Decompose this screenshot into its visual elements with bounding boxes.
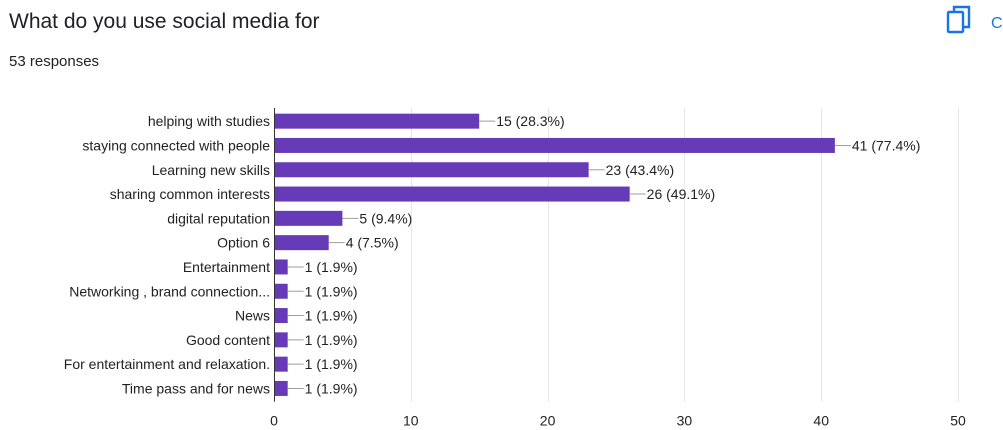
category-label: digital reputation: [167, 210, 270, 226]
data-label: 1 (1.9%): [305, 380, 358, 396]
response-count: 53 responses: [9, 53, 100, 70]
x-tick-label: 20: [540, 413, 556, 429]
category-label: Entertainment: [183, 259, 270, 275]
data-label: 41 (77.4%): [852, 137, 920, 153]
copy-chart-button[interactable]: C: [945, 4, 1003, 40]
category-label: Networking , brand connection...: [69, 283, 270, 299]
bar: [275, 332, 288, 348]
category-label: helping with studies: [148, 113, 270, 129]
data-label: 26 (49.1%): [647, 186, 715, 202]
bar: [275, 308, 288, 324]
category-label: For entertainment and relaxation.: [64, 356, 270, 372]
bar: [275, 283, 288, 299]
x-tick-label: 0: [270, 413, 278, 429]
copy-icon: C: [946, 5, 1003, 34]
x-tick-label: 10: [403, 413, 419, 429]
category-label: Good content: [186, 332, 270, 348]
bar: [275, 259, 288, 275]
bar: [275, 210, 343, 226]
copy-button-label: C: [991, 15, 1003, 32]
data-label: 15 (28.3%): [496, 113, 564, 129]
bar: [275, 235, 329, 251]
category-label: Time pass and for news: [122, 380, 270, 396]
category-label: staying connected with people: [82, 137, 270, 153]
data-label: 1 (1.9%): [305, 332, 358, 348]
bar: [275, 356, 288, 372]
x-tick-label: 40: [813, 413, 829, 429]
category-label: Option 6: [217, 235, 270, 251]
bar: [275, 113, 480, 129]
category-label: sharing common interests: [110, 186, 270, 202]
data-label: 4 (7.5%): [346, 235, 399, 251]
bar: [275, 186, 630, 202]
data-label: 5 (9.4%): [359, 210, 412, 226]
data-label: 1 (1.9%): [305, 259, 358, 275]
data-label: 1 (1.9%): [305, 356, 358, 372]
x-tick-label: 50: [950, 413, 966, 429]
bar: [275, 162, 589, 178]
data-label: 1 (1.9%): [305, 283, 358, 299]
bar: [275, 137, 835, 153]
x-tick-label: 30: [677, 413, 693, 429]
category-label: News: [235, 308, 270, 324]
data-label: 23 (43.4%): [606, 162, 674, 178]
category-label: Learning new skills: [152, 162, 270, 178]
bar: [275, 380, 288, 396]
data-label: 1 (1.9%): [305, 308, 358, 324]
chart-title: What do you use social media for: [9, 10, 320, 33]
